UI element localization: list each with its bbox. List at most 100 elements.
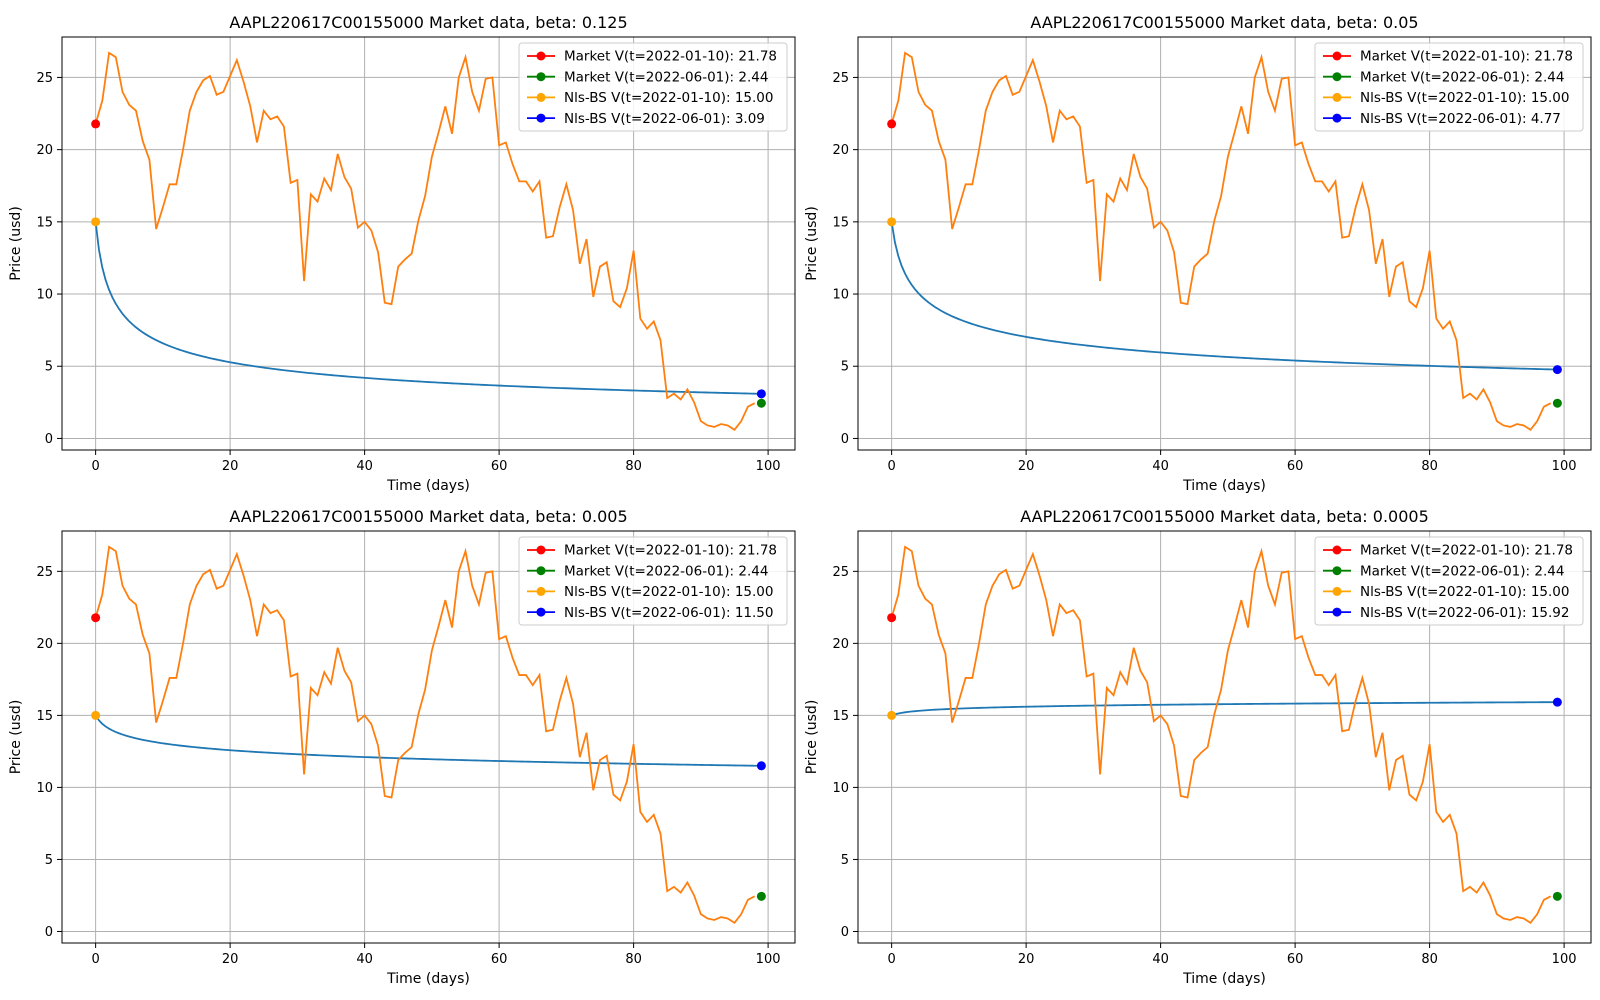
legend-box xyxy=(1314,536,1584,626)
legend-item: Market V(t=2022-06-01): 2.44 xyxy=(1323,69,1564,85)
series-line-market xyxy=(94,545,756,925)
legend-marker xyxy=(536,113,546,123)
legend-item: Nls-BS V(t=2022-01-10): 15.00 xyxy=(527,90,773,106)
x-tick-label: 100 xyxy=(756,459,781,474)
x-tick-label: 80 xyxy=(625,952,642,967)
legend-marker xyxy=(1332,51,1342,61)
chart-panel-1: 0 20 40 60 80 100 0 5 10 15 20 25 AAPL220617C0015500… xyxy=(8,13,796,494)
x-tick-label: 20 xyxy=(222,459,239,474)
y-tick-label: 15 xyxy=(832,215,849,230)
data-point-marker xyxy=(887,119,897,129)
x-tick-label: 20 xyxy=(1018,952,1035,967)
legend-label: Nls-BS V(t=2022-01-10): 15.00 xyxy=(564,90,773,106)
legend: Market V(t=2022-01-10): 21.78 Market V(t=… xyxy=(518,42,788,132)
legend-item: Market V(t=2022-06-01): 2.44 xyxy=(1323,563,1564,579)
legend-box xyxy=(1314,42,1584,132)
y-tick-label: 5 xyxy=(45,853,53,868)
legend-marker xyxy=(536,545,546,555)
legend-label: Nls-BS V(t=2022-01-10): 15.00 xyxy=(1360,90,1569,106)
legend-marker xyxy=(536,607,546,617)
legend-marker xyxy=(1332,566,1342,576)
legend-label: Market V(t=2022-01-10): 21.78 xyxy=(564,543,777,559)
y-tick-label: 5 xyxy=(841,360,849,375)
y-axis-label: Price (usd) xyxy=(804,206,820,281)
x-tick-label: 20 xyxy=(222,952,239,967)
x-tick-label: 40 xyxy=(1152,459,1169,474)
data-point-marker xyxy=(91,119,101,129)
data-point-marker xyxy=(887,613,897,623)
y-tick-label: 10 xyxy=(36,781,53,796)
series-line-nls-bs xyxy=(891,701,1558,717)
x-tick-label: 20 xyxy=(1018,459,1035,474)
data-point-marker xyxy=(887,710,897,720)
chart-title: AAPL220617C00155000 Market data, beta: 0… xyxy=(229,507,627,526)
plot-frame xyxy=(61,36,796,451)
legend-label: Nls-BS V(t=2022-06-01): 4.77 xyxy=(1360,111,1561,127)
legend-label: Market V(t=2022-01-10): 21.78 xyxy=(564,49,777,65)
y-tick-label: 5 xyxy=(45,360,53,375)
y-tick-label: 20 xyxy=(832,143,849,158)
legend: Market V(t=2022-01-10): 21.78 Market V(t=… xyxy=(518,536,788,626)
x-tick-label: 60 xyxy=(491,952,508,967)
legend-item: Market V(t=2022-06-01): 2.44 xyxy=(527,563,768,579)
y-tick-label: 20 xyxy=(36,637,53,652)
plot-frame xyxy=(857,530,1592,944)
y-tick-label: 10 xyxy=(832,781,849,796)
legend-label: Market V(t=2022-01-10): 21.78 xyxy=(1360,49,1573,65)
x-tick-label: 0 xyxy=(887,952,895,967)
legend-label: Nls-BS V(t=2022-06-01): 15.92 xyxy=(1360,605,1569,621)
legend: Market V(t=2022-01-10): 21.78 Market V(t=… xyxy=(1314,42,1584,132)
legend-item: Market V(t=2022-06-01): 2.44 xyxy=(527,69,768,85)
data-point-marker xyxy=(91,217,101,227)
legend-label: Market V(t=2022-06-01): 2.44 xyxy=(1360,563,1564,579)
legend-marker xyxy=(536,92,546,102)
legend-label: Market V(t=2022-06-01): 2.44 xyxy=(564,69,768,85)
data-point-marker xyxy=(756,398,766,408)
data-point-marker xyxy=(1552,365,1562,375)
chart-title: AAPL220617C00155000 Market data, beta: 0… xyxy=(1030,13,1418,32)
legend-item: Nls-BS V(t=2022-06-01): 4.77 xyxy=(1323,111,1561,127)
y-tick-label: 10 xyxy=(36,288,53,303)
chart-title: AAPL220617C00155000 Market data, beta: 0… xyxy=(229,13,627,32)
legend-item: Nls-BS V(t=2022-01-10): 15.00 xyxy=(527,584,773,600)
legend-marker xyxy=(1332,113,1342,123)
x-tick-label: 0 xyxy=(887,459,895,474)
y-tick-label: 10 xyxy=(832,288,849,303)
data-point-marker xyxy=(91,710,101,720)
legend-item: Nls-BS V(t=2022-06-01): 3.09 xyxy=(527,111,765,127)
x-tick-label: 80 xyxy=(1421,952,1438,967)
y-tick-label: 5 xyxy=(841,853,849,868)
y-tick-label: 0 xyxy=(841,432,849,447)
y-tick-label: 15 xyxy=(832,709,849,724)
legend-marker xyxy=(1332,72,1342,82)
legend-label: Market V(t=2022-01-10): 21.78 xyxy=(1360,543,1573,559)
plot-frame xyxy=(857,36,1592,451)
legend-box xyxy=(518,42,788,132)
y-tick-label: 15 xyxy=(36,709,53,724)
legend-marker xyxy=(536,72,546,82)
chart-title: AAPL220617C00155000 Market data, beta: 0… xyxy=(1020,507,1429,526)
legend-item: Nls-BS V(t=2022-01-10): 15.00 xyxy=(1323,584,1569,600)
x-tick-label: 40 xyxy=(356,459,373,474)
x-tick-label: 100 xyxy=(1552,459,1577,474)
legend-label: Market V(t=2022-06-01): 2.44 xyxy=(564,563,768,579)
y-tick-label: 15 xyxy=(36,215,53,230)
x-tick-label: 0 xyxy=(91,952,99,967)
y-axis-label: Price (usd) xyxy=(8,700,24,775)
legend-label: Nls-BS V(t=2022-06-01): 11.50 xyxy=(564,605,773,621)
legend-box xyxy=(518,536,788,626)
series-line-nls-bs xyxy=(94,714,762,767)
y-tick-label: 25 xyxy=(36,565,53,580)
chart-panel-4: 0 20 40 60 80 100 0 5 10 15 20 25 AAPL220617C0015500… xyxy=(804,507,1592,987)
y-tick-label: 0 xyxy=(45,432,53,447)
y-tick-label: 0 xyxy=(841,925,849,940)
legend-marker xyxy=(1332,607,1342,617)
x-tick-label: 80 xyxy=(625,459,642,474)
plot-frame xyxy=(61,530,796,944)
x-tick-label: 60 xyxy=(1287,952,1304,967)
data-point-marker xyxy=(756,891,766,901)
legend-marker xyxy=(536,566,546,576)
x-axis-label: Time (days) xyxy=(386,478,470,494)
data-point-marker xyxy=(1552,697,1562,707)
